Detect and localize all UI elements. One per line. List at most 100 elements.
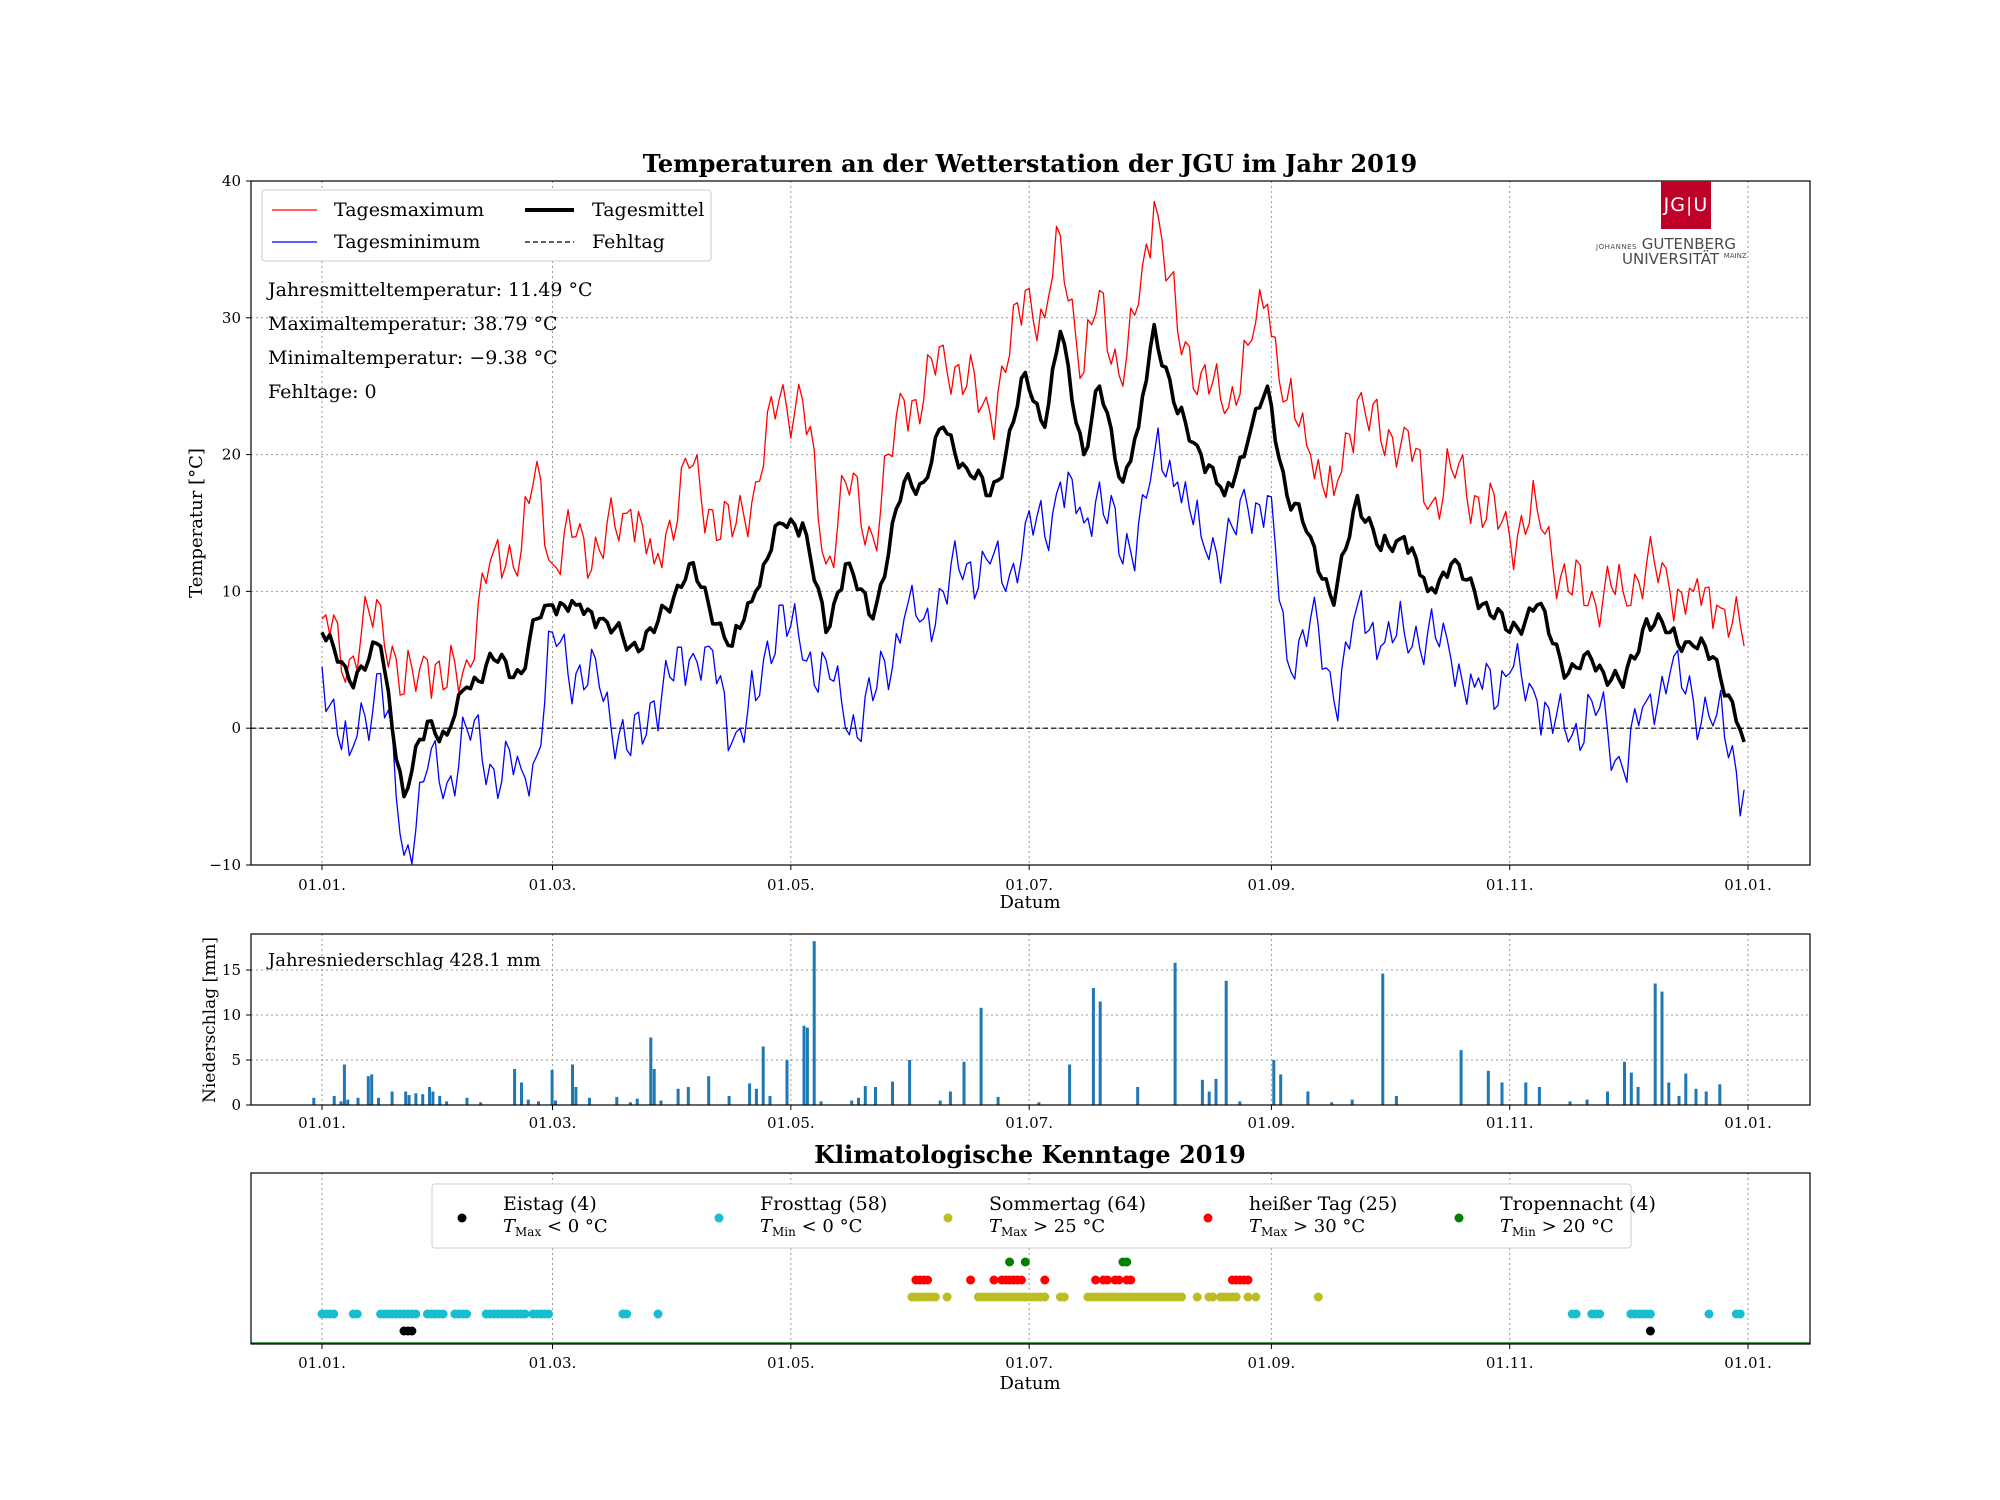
precipitation-y-ticks: 0 5 10 15 bbox=[222, 961, 251, 1114]
precipitation-x-ticks: 01.01. 01.03. 01.05. 01.07. 01.09. 01.11. 01.0… bbox=[298, 1105, 1772, 1132]
temperature-x-tick-label: 01.09. bbox=[1248, 876, 1296, 894]
climate-day-dot-2 bbox=[1313, 1292, 1323, 1302]
climate-day-dot-1 bbox=[352, 1309, 362, 1319]
climate-day-dot-0 bbox=[1645, 1326, 1655, 1336]
precipitation-bar bbox=[1214, 1078, 1218, 1105]
precipitation-bar bbox=[414, 1093, 418, 1105]
legend-label-max: Tagesmaximum bbox=[334, 199, 484, 221]
climate-day-dot-1 bbox=[329, 1309, 339, 1319]
legend-label-missing: Fehltag bbox=[592, 231, 665, 253]
climate-day-dot-3 bbox=[1114, 1275, 1124, 1285]
precipitation-x-tick-label: 01.05. bbox=[767, 1114, 815, 1132]
climate-legend-condition: TMin > 20 °C bbox=[1500, 1216, 1614, 1239]
precipitation-bar bbox=[874, 1087, 877, 1105]
precipitation-bar bbox=[574, 1087, 578, 1105]
climate-legend-relation: < 0 °C bbox=[796, 1216, 862, 1237]
precipitation-bar bbox=[1068, 1064, 1072, 1105]
precipitation-bar bbox=[1694, 1088, 1698, 1105]
precipitation-bar bbox=[1524, 1082, 1528, 1105]
climate-legend-var: T bbox=[1249, 1216, 1263, 1237]
temperature-y-axis-label: Temperatur [°C] bbox=[186, 448, 207, 598]
precipitation-bar bbox=[1568, 1101, 1572, 1105]
precipitation-bar bbox=[761, 1046, 765, 1105]
climate-day-dot-1 bbox=[411, 1309, 421, 1319]
climate-legend-name: Frosttag (58) bbox=[760, 1193, 887, 1215]
climate-legend-subscript: Max bbox=[515, 1225, 541, 1239]
climate-day-dot-2 bbox=[1192, 1292, 1202, 1302]
climate-days-x-ticks: 01.01. 01.03. 01.05. 01.07. 01.09. 01.11. 01.0… bbox=[298, 1344, 1772, 1372]
climate-day-dot-3 bbox=[1091, 1275, 1101, 1285]
climate-x-tick-label: 01.05. bbox=[767, 1354, 815, 1372]
precipitation-bar bbox=[1381, 973, 1385, 1105]
climate-legend-name: Tropennacht (4) bbox=[1500, 1193, 1656, 1215]
temperature-y-tick-label: −10 bbox=[209, 856, 241, 874]
precipitation-bar bbox=[819, 1101, 823, 1105]
climate-legend-marker bbox=[1454, 1213, 1464, 1223]
climate-day-dot-4 bbox=[1005, 1257, 1015, 1267]
climate-day-dot-2 bbox=[930, 1292, 940, 1302]
precipitation-bar bbox=[390, 1091, 394, 1105]
stat-missing-days: Fehltage: 0 bbox=[268, 381, 377, 403]
precipitation-bar bbox=[1279, 1074, 1283, 1105]
climate-x-tick-label: 01.09. bbox=[1248, 1354, 1296, 1372]
precipitation-bar bbox=[537, 1101, 540, 1105]
climate-day-dot-0 bbox=[407, 1326, 417, 1336]
climate-legend-subscript: Min bbox=[1512, 1225, 1536, 1239]
climate-legend-marker bbox=[1203, 1213, 1213, 1223]
climate-day-dot-3 bbox=[989, 1275, 999, 1285]
climate-day-dot-1 bbox=[1704, 1309, 1714, 1319]
temperature-series bbox=[320, 200, 1746, 865]
climate-day-dot-2 bbox=[942, 1292, 952, 1302]
climate-day-dot-2 bbox=[1208, 1292, 1218, 1302]
climate-days-panel: Klimatologische Kenntage 2019 01.01. 01.0… bbox=[250, 1140, 1811, 1394]
temperature-x-tick-label: 01.01. bbox=[1724, 876, 1772, 894]
climate-legend-condition: TMax < 0 °C bbox=[503, 1216, 608, 1239]
precipitation-bar bbox=[768, 1096, 772, 1105]
temperature-x-tick-label: 01.01. bbox=[298, 876, 346, 894]
climate-x-tick-label: 01.07. bbox=[1005, 1354, 1053, 1372]
climate-day-dot-3 bbox=[923, 1275, 933, 1285]
temperature-y-tick-label: 0 bbox=[231, 719, 241, 737]
precipitation-bar bbox=[1459, 1050, 1463, 1105]
precipitation-bar bbox=[863, 1086, 867, 1105]
climate-day-dot-1 bbox=[520, 1309, 530, 1319]
series-line-tagesmittel bbox=[320, 322, 1746, 799]
climate-legend-marker bbox=[457, 1213, 467, 1223]
precipitation-bar bbox=[908, 1060, 912, 1105]
jgu-logo-line2: UNIVERSITÄT MAINZ bbox=[1622, 250, 1747, 268]
precipitation-bar bbox=[332, 1096, 336, 1105]
climate-day-dot-2 bbox=[1177, 1292, 1186, 1302]
precipitation-x-tick-label: 01.07. bbox=[1005, 1114, 1053, 1132]
precipitation-bar bbox=[1272, 1060, 1276, 1105]
precipitation-bar bbox=[554, 1100, 557, 1105]
climate-legend-var: T bbox=[760, 1216, 774, 1237]
precipitation-y-tick-label: 10 bbox=[222, 1006, 241, 1024]
precipitation-bar bbox=[339, 1101, 343, 1105]
precipitation-bar bbox=[857, 1097, 860, 1105]
stat-min-temp: Minimaltemperatur: −9.38 °C bbox=[268, 347, 558, 369]
precipitation-bar bbox=[676, 1088, 680, 1105]
precipitation-bar bbox=[513, 1069, 517, 1105]
precipitation-bar bbox=[649, 1037, 653, 1105]
series-line-tagesmaximum bbox=[321, 200, 1745, 699]
precipitation-y-axis-label: Niederschlag [mm] bbox=[200, 937, 220, 1103]
precipitation-bar bbox=[571, 1064, 574, 1105]
climate-day-dot-1 bbox=[653, 1309, 663, 1319]
climate-legend-var: T bbox=[989, 1216, 1003, 1237]
precipitation-bar bbox=[1238, 1101, 1242, 1105]
climate-days-plot-frame bbox=[250, 1172, 1811, 1345]
climate-day-dot-3 bbox=[1126, 1275, 1136, 1285]
climate-day-dot-3 bbox=[1040, 1275, 1050, 1285]
precipitation-bar bbox=[526, 1099, 530, 1105]
climate-legend-var: T bbox=[1500, 1216, 1514, 1237]
climate-legend-name: heißer Tag (25) bbox=[1249, 1193, 1397, 1215]
temperature-x-ticks: 01.01. 01.03. 01.05. 01.07. 01.09. 01.11. 01.0… bbox=[298, 865, 1772, 894]
precipitation-bar bbox=[785, 1060, 789, 1105]
precipitation-bar bbox=[1136, 1087, 1140, 1105]
temperature-x-tick-label: 01.03. bbox=[529, 876, 577, 894]
precipitation-bar bbox=[1623, 1061, 1626, 1105]
climate-days-grid bbox=[251, 1173, 1810, 1344]
climate-legend-relation: > 30 °C bbox=[1287, 1216, 1365, 1237]
precipitation-bar bbox=[404, 1091, 408, 1105]
climate-legend-condition: TMin < 0 °C bbox=[760, 1216, 862, 1239]
